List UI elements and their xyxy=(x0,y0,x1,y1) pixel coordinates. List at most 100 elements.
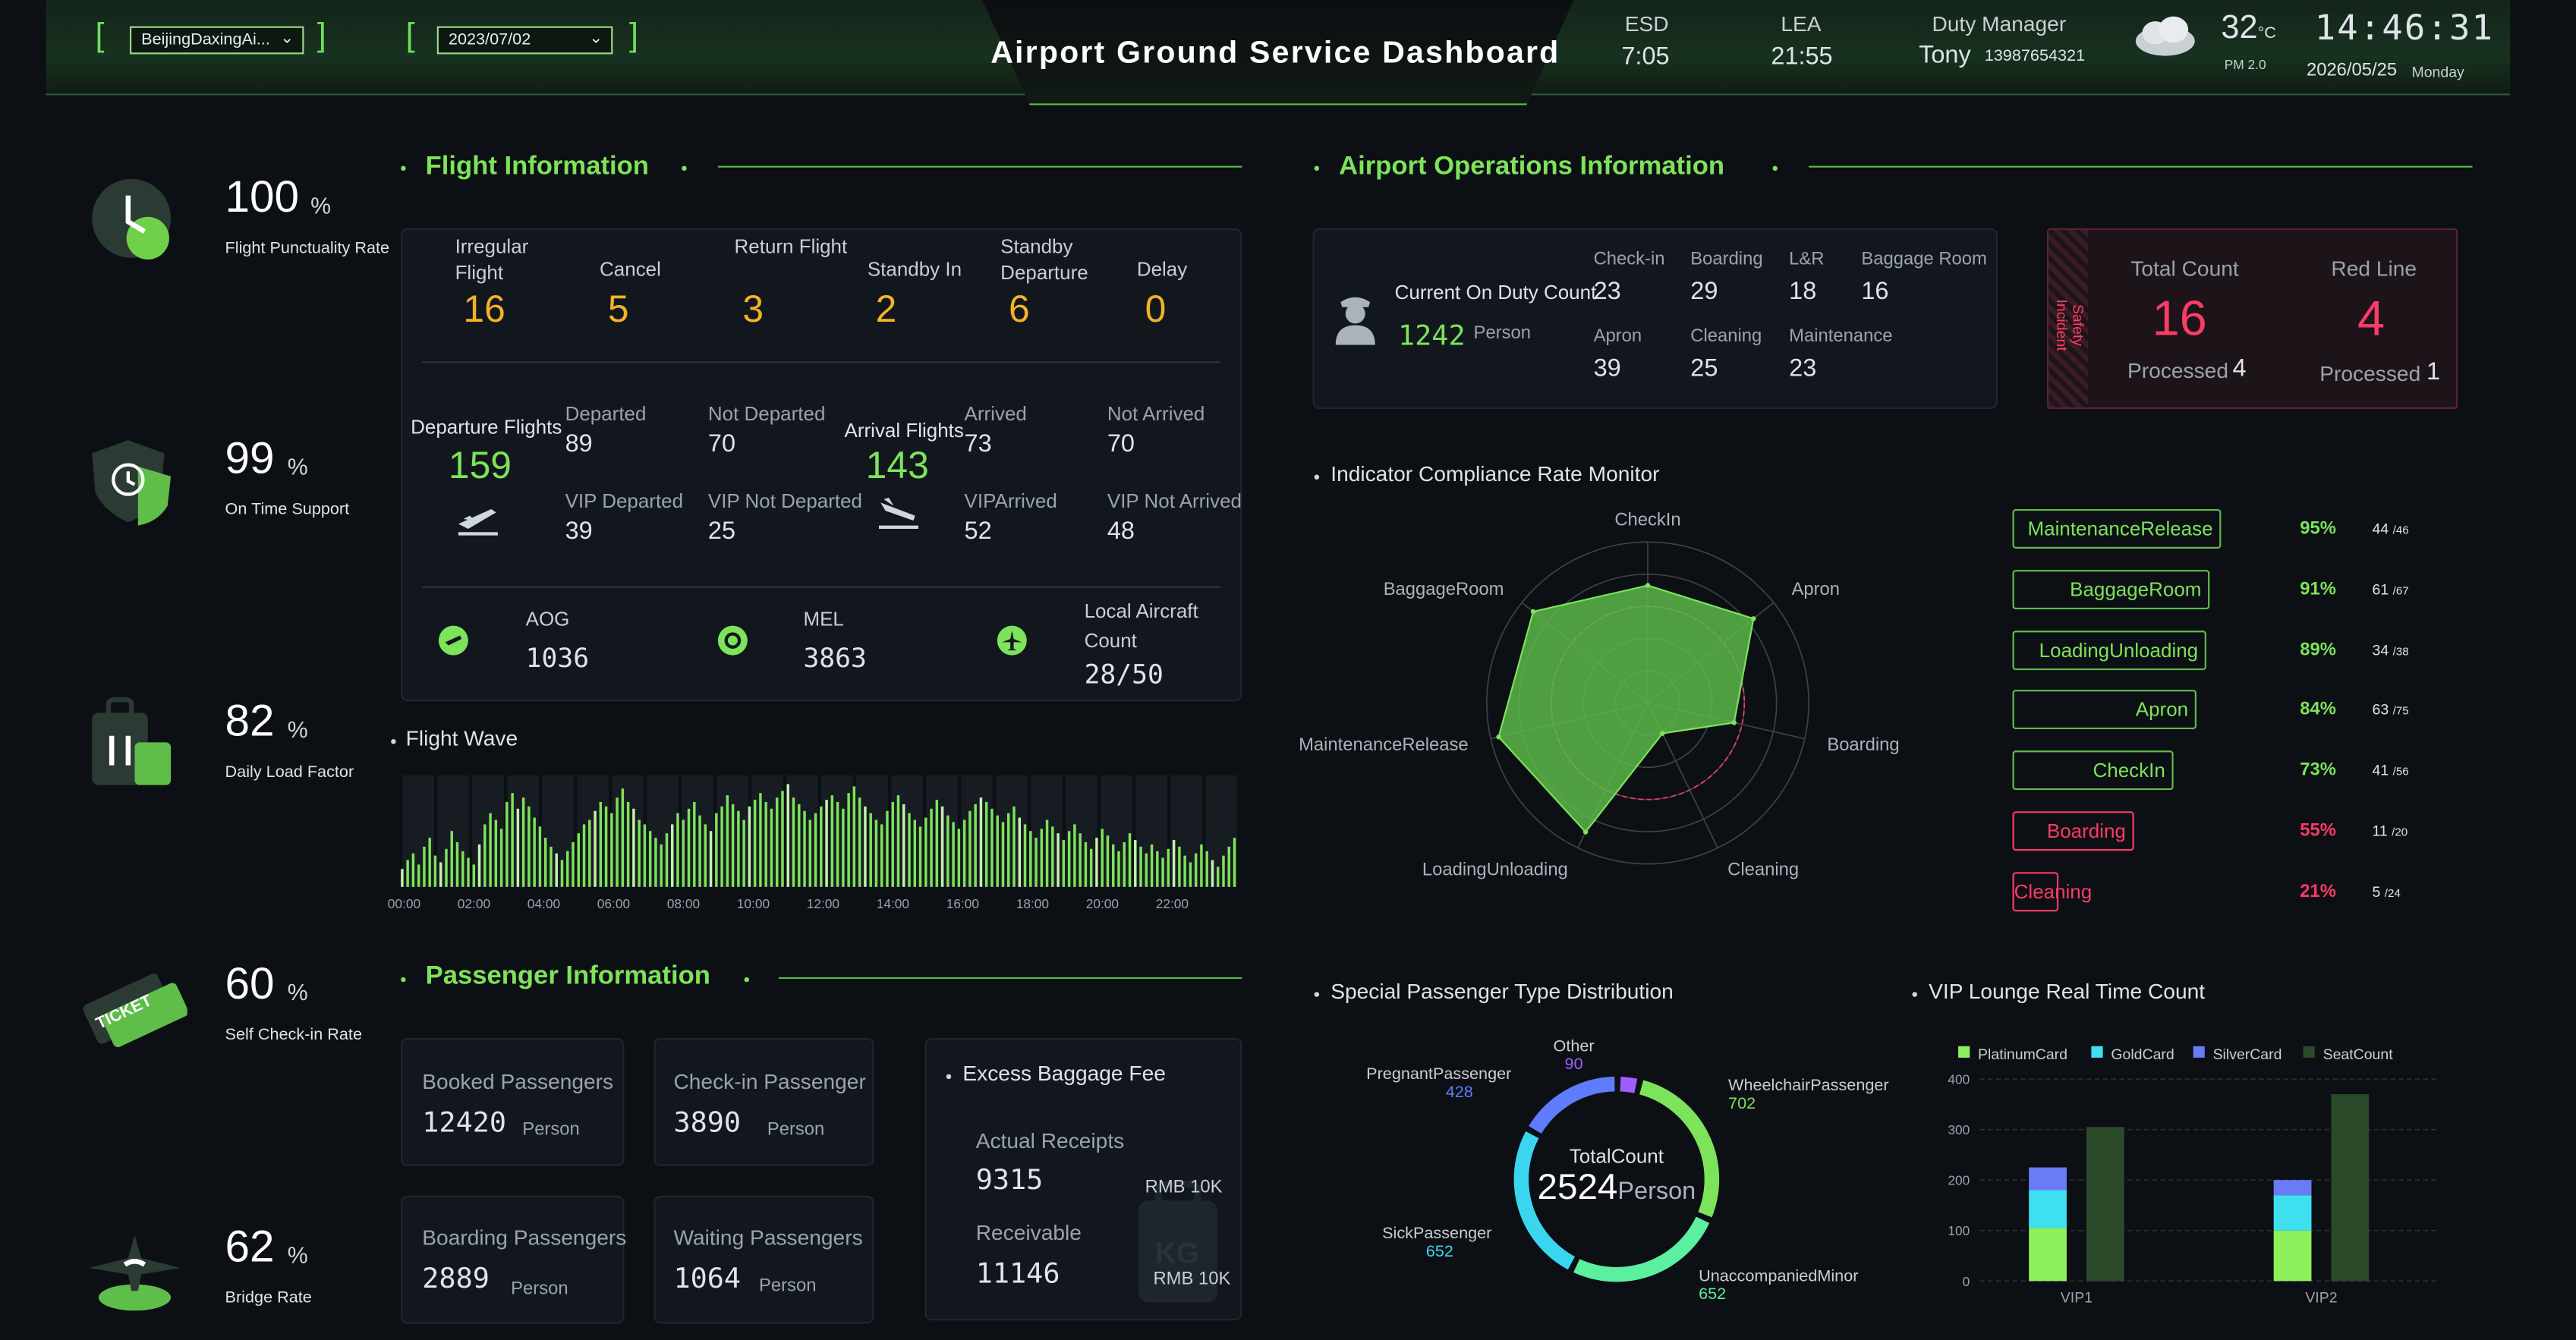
wave-bg-band xyxy=(647,775,679,887)
flight-stat-value: 2 xyxy=(875,287,897,331)
baggage-kg-icon: KG xyxy=(1138,1181,1217,1303)
current-date: 2026/05/25 xyxy=(2306,61,2398,81)
wave-bar xyxy=(825,800,828,887)
kpi-unit: % xyxy=(310,192,332,219)
vip-lounge-bar-chart: PlatinumCard GoldCard SilverCard SeatCount 0… xyxy=(1948,1046,2440,1306)
donut-slice-label: Other xyxy=(1554,1036,1595,1055)
radar-axis-label: CheckIn xyxy=(1614,510,1680,530)
wave-bar xyxy=(423,846,426,887)
wave-bar xyxy=(1101,829,1104,887)
actual-receipts-label: Actual Receipts xyxy=(975,1128,1125,1153)
flight-stat-label: Irregular Flight xyxy=(455,234,529,285)
wave-bar xyxy=(477,844,481,887)
wave-bar xyxy=(847,793,850,887)
kpi-value: 99 xyxy=(225,433,275,483)
wave-bar xyxy=(930,808,933,887)
compliance-pill[interactable]: Apron xyxy=(2012,690,2197,730)
airport-select-value: BeijingDaxingAi... xyxy=(141,31,270,49)
compliance-pill[interactable]: CheckIn xyxy=(2012,750,2174,791)
compliance-pill[interactable]: LoadingUnloading xyxy=(2012,630,2206,670)
wave-bar xyxy=(946,815,949,887)
compliance-radar-chart: CheckIn Apron Boarding Cleaning LoadingUnloa… xyxy=(1299,510,1900,880)
not-arrived-label: Not Arrived xyxy=(1107,402,1205,426)
compliance-count: 41 /56 xyxy=(2373,763,2409,779)
wave-bar xyxy=(1216,867,1220,887)
y-tick: 300 xyxy=(1948,1122,1970,1137)
mel-value: 3863 xyxy=(803,642,867,674)
radar-axis-label: Apron xyxy=(1792,579,1841,599)
date-select[interactable]: 2023/07/02 ⌄ xyxy=(436,26,613,55)
section-divider xyxy=(1809,165,2473,168)
bar-segment xyxy=(2029,1167,2067,1191)
ops-item-label: Apron xyxy=(1593,326,1642,347)
wave-bar xyxy=(665,833,669,887)
airport-select[interactable]: BeijingDaxingAi... ⌄ xyxy=(129,26,304,55)
kpi-label: Bridge Rate xyxy=(225,1289,312,1307)
wave-bar xyxy=(968,810,972,887)
flight-stat-value: 16 xyxy=(463,287,505,331)
compliance-pill[interactable]: BaggageRoom xyxy=(2012,569,2210,609)
compliance-pill[interactable]: Cleaning xyxy=(2012,871,2092,911)
safety-panel xyxy=(2046,228,2458,409)
legend-swatch xyxy=(2193,1046,2205,1058)
gear-icon xyxy=(717,625,748,656)
wave-bar xyxy=(1045,819,1049,887)
wave-bg-band xyxy=(472,775,504,887)
ops-item-value: 23 xyxy=(1593,277,1621,306)
wave-bar xyxy=(913,819,917,887)
flight-stat-value: 6 xyxy=(1009,287,1030,331)
compliance-pill[interactable]: MaintenanceRelease xyxy=(2012,508,2222,549)
wave-bar xyxy=(962,819,966,887)
compliance-pill[interactable]: Boarding xyxy=(2012,811,2134,851)
radar-axis-label: MaintenanceRelease xyxy=(1299,734,1469,755)
wave-bar xyxy=(588,819,591,887)
wave-bar xyxy=(720,806,723,887)
compliance-total: /67 xyxy=(2392,586,2409,598)
donut-slice-value: 652 xyxy=(1426,1241,1453,1260)
ops-item-value: 29 xyxy=(1690,277,1718,306)
not-arrived-value: 70 xyxy=(1107,430,1135,458)
wave-bar xyxy=(538,826,542,887)
temperature: 32°C xyxy=(2221,10,2275,48)
compliance-done: 5 xyxy=(2372,883,2385,900)
flight-stat-label: Standby In xyxy=(867,257,962,282)
radar-point xyxy=(1530,609,1536,615)
wave-bar xyxy=(511,793,514,887)
compliance-total: /38 xyxy=(2392,646,2409,659)
bar-segment xyxy=(2029,1190,2067,1228)
wave-bar xyxy=(406,860,409,887)
wave-bar xyxy=(1128,833,1132,887)
radar-point xyxy=(1582,829,1589,835)
section-dot xyxy=(682,165,687,171)
wave-bar xyxy=(842,808,845,887)
wave-bg-band xyxy=(682,775,713,887)
radar-point xyxy=(1645,583,1651,588)
wave-bar xyxy=(869,813,872,887)
booked-unit: Person xyxy=(522,1120,580,1140)
wave-bar xyxy=(566,851,569,887)
waiting-card xyxy=(653,1195,874,1324)
radar-point xyxy=(1731,720,1737,725)
radar-area xyxy=(1497,584,1755,834)
actual-receipts-unit: RMB 10K xyxy=(1145,1177,1223,1197)
wave-bar xyxy=(505,801,509,887)
total-count-value: 16 xyxy=(2152,292,2207,347)
clock-icon xyxy=(82,169,187,275)
vip-not-departed-value: 25 xyxy=(707,517,736,546)
kpi-value: 62 xyxy=(225,1222,275,1272)
wave-bar xyxy=(902,804,905,887)
wave-bar xyxy=(1227,846,1230,887)
safety-tag: Safety Incident xyxy=(2053,299,2086,351)
section-divider xyxy=(778,977,1242,980)
processed-red-value: 1 xyxy=(2426,357,2441,386)
ops-item-label: Baggage Room xyxy=(1861,250,1987,269)
wave-bar xyxy=(450,831,453,887)
wave-bar xyxy=(1233,838,1236,887)
wave-bar xyxy=(858,797,861,887)
landing-icon xyxy=(879,497,918,529)
donut-slice-value: 428 xyxy=(1446,1082,1473,1101)
on-duty-unit: Person xyxy=(1473,323,1532,344)
wave-bg-band xyxy=(751,775,783,887)
wave-bar xyxy=(660,844,663,887)
wave-bg-band xyxy=(786,775,818,887)
